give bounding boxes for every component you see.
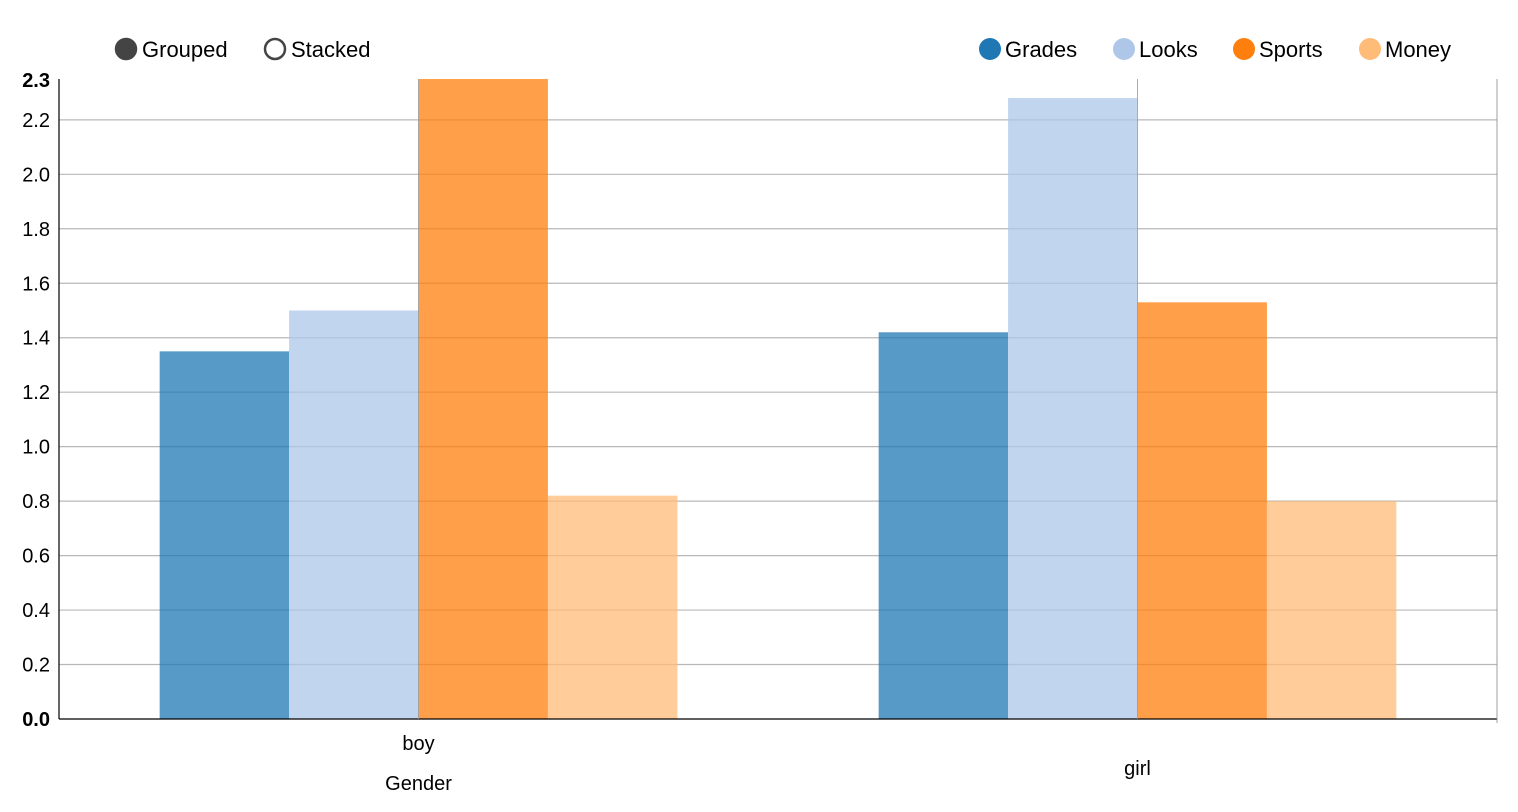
y-tick-label: 2.3: [22, 70, 50, 92]
x-tick-label-girl: girl: [1124, 758, 1151, 780]
y-tick-label: 1.6: [22, 273, 50, 295]
y-tick-label: 1.4: [22, 328, 50, 350]
legend-label-grades: Grades: [1005, 37, 1077, 62]
mode-option-grouped[interactable]: Grouped: [114, 37, 228, 62]
mode-option-stacked[interactable]: Stacked: [263, 37, 371, 62]
y-tick-label: 0.8: [22, 491, 50, 513]
y-tick-label: 1.0: [22, 437, 50, 459]
radio-grouped-icon: [114, 37, 138, 61]
legend: Grades Looks Sports Money: [979, 37, 1451, 62]
x-axis-title: Gender: [385, 773, 452, 795]
bar-money-girl: [1266, 501, 1397, 719]
mode-controls: Grouped Stacked: [114, 37, 371, 62]
mode-label-stacked: Stacked: [291, 37, 371, 62]
legend-swatch-sports: [1233, 38, 1255, 60]
legend-item-sports: Sports: [1233, 37, 1323, 62]
axes: [58, 79, 1498, 723]
y-tick-label: 2.0: [22, 164, 50, 186]
bar-sports-girl: [1137, 302, 1267, 719]
y-tick-label: 0.4: [22, 600, 50, 622]
bar-looks-girl: [1008, 98, 1138, 719]
legend-label-sports: Sports: [1259, 37, 1323, 62]
y-tick-label: 1.8: [22, 219, 50, 241]
y-tick-label: 0.6: [22, 546, 50, 568]
bar-looks-boy: [289, 310, 419, 719]
mode-label-grouped: Grouped: [142, 37, 228, 62]
bar-grades-boy: [159, 351, 290, 719]
legend-label-money: Money: [1385, 37, 1451, 62]
bars: [159, 79, 1397, 719]
bar-sports-boy: [418, 79, 548, 719]
legend-item-looks: Looks: [1113, 37, 1198, 62]
y-tick-label: 2.2: [22, 110, 50, 132]
legend-swatch-money: [1359, 38, 1381, 60]
legend-item-grades: Grades: [979, 37, 1077, 62]
bar-grades-girl: [878, 332, 1009, 719]
legend-label-looks: Looks: [1139, 37, 1198, 62]
y-tick-label: 0.0: [22, 709, 50, 731]
legend-swatch-grades: [979, 38, 1001, 60]
bar-money-boy: [547, 495, 678, 719]
axis-labels: 0.0 0.2 0.4 0.6 0.8 1.0 1.2 1.4 1.6 1.8 2.0 2.2 2.3 b…: [22, 70, 1151, 795]
y-tick-label: 0.2: [22, 655, 50, 677]
x-tick-label-boy: boy: [402, 733, 434, 755]
y-tick-label: 1.2: [22, 382, 50, 404]
legend-item-money: Money: [1359, 37, 1451, 62]
radio-stacked-icon: [263, 37, 287, 61]
legend-swatch-looks: [1113, 38, 1135, 60]
